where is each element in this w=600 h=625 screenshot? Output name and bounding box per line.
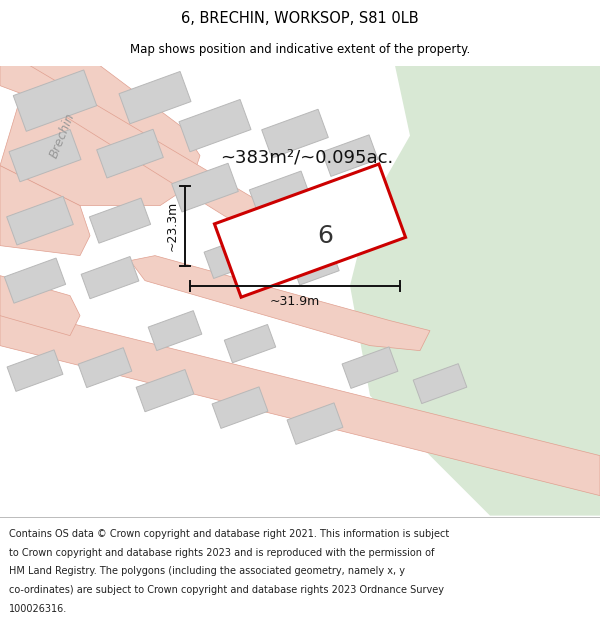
Polygon shape — [4, 258, 65, 303]
Polygon shape — [350, 66, 600, 516]
Polygon shape — [287, 403, 343, 444]
Polygon shape — [89, 198, 151, 243]
Polygon shape — [262, 109, 328, 158]
Text: Map shows position and indicative extent of the property.: Map shows position and indicative extent… — [130, 42, 470, 56]
Polygon shape — [130, 256, 430, 351]
Polygon shape — [342, 347, 398, 388]
Text: 100026316.: 100026316. — [9, 604, 67, 614]
Polygon shape — [0, 276, 80, 336]
Polygon shape — [0, 166, 90, 256]
Polygon shape — [179, 99, 251, 152]
Polygon shape — [322, 135, 378, 176]
Polygon shape — [97, 129, 163, 178]
Polygon shape — [250, 171, 311, 216]
Polygon shape — [291, 246, 339, 285]
Polygon shape — [136, 369, 194, 412]
Polygon shape — [7, 196, 73, 245]
Text: ~23.3m: ~23.3m — [166, 201, 179, 251]
Text: to Crown copyright and database rights 2023 and is reproduced with the permissio: to Crown copyright and database rights 2… — [9, 548, 434, 558]
Text: HM Land Registry. The polygons (including the associated geometry, namely x, y: HM Land Registry. The polygons (includin… — [9, 566, 405, 576]
Polygon shape — [0, 66, 330, 276]
Polygon shape — [7, 350, 63, 391]
Text: Contains OS data © Crown copyright and database right 2021. This information is : Contains OS data © Crown copyright and d… — [9, 529, 449, 539]
Polygon shape — [78, 348, 132, 388]
Polygon shape — [172, 163, 238, 212]
Text: Brechin: Brechin — [47, 111, 77, 160]
Polygon shape — [148, 311, 202, 351]
Text: ~31.9m: ~31.9m — [270, 295, 320, 308]
Polygon shape — [119, 71, 191, 124]
Polygon shape — [212, 387, 268, 428]
Polygon shape — [214, 164, 406, 298]
Polygon shape — [13, 70, 97, 131]
Text: co-ordinates) are subject to Crown copyright and database rights 2023 Ordnance S: co-ordinates) are subject to Crown copyr… — [9, 585, 444, 595]
Text: 6, BRECHIN, WORKSOP, S81 0LB: 6, BRECHIN, WORKSOP, S81 0LB — [181, 11, 419, 26]
Polygon shape — [224, 324, 276, 362]
Polygon shape — [9, 129, 81, 182]
Polygon shape — [0, 306, 600, 496]
Polygon shape — [204, 237, 256, 279]
Polygon shape — [413, 364, 467, 404]
Polygon shape — [81, 256, 139, 299]
Polygon shape — [317, 195, 373, 236]
Text: ~383m²/~0.095ac.: ~383m²/~0.095ac. — [220, 149, 393, 167]
Text: 6: 6 — [317, 224, 333, 248]
Polygon shape — [0, 66, 200, 206]
